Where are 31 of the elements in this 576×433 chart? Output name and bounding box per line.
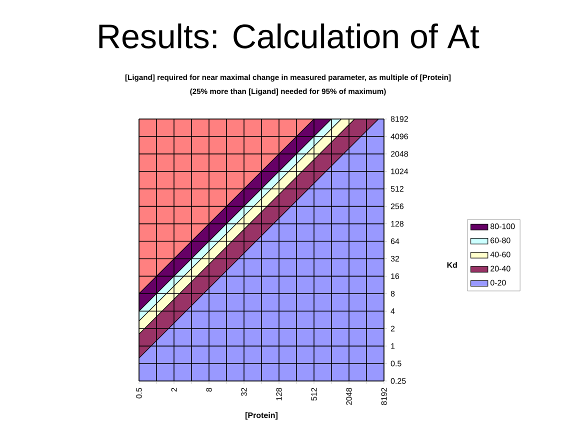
y-tick-label: 4 (390, 308, 395, 314)
chart-title: Results: Calculation of At (99, 24, 480, 48)
y-axis-title: Kd (447, 262, 457, 268)
x-tick-label: 128 (276, 388, 282, 400)
y-tick-label: 2 (390, 326, 395, 332)
x-tick-label: 2048 (346, 388, 352, 405)
y-tick-label: 128 (391, 220, 404, 227)
legend-label: 20-40 (490, 266, 510, 272)
x-tick-label: 32 (241, 388, 247, 396)
y-tick-label: 256 (390, 204, 404, 210)
legend-label: 40-60 (490, 252, 510, 258)
x-axis-title: [Protein] (246, 412, 278, 420)
x-tick-label: 0.5 (136, 388, 142, 398)
y-tick-label: 1024 (391, 168, 408, 174)
y-tick-label: 64 (390, 238, 400, 244)
legend-label: 0-20 (490, 280, 506, 286)
x-tick-label: 8 (206, 388, 212, 392)
y-tick-label: 1 (391, 343, 395, 349)
y-tick-label: 512 (390, 186, 404, 192)
y-tick-label: 4096 (390, 134, 408, 140)
x-tick-label: 2 (171, 388, 177, 392)
x-tick-label: 512 (311, 388, 317, 401)
y-tick-label: 0.5 (390, 360, 402, 366)
legend-label: 80-100 (490, 224, 515, 230)
y-tick-label: 8192 (390, 116, 408, 122)
y-tick-label: 0.25 (390, 378, 406, 384)
y-tick-label: 32 (390, 256, 400, 262)
y-tick-label: 2048 (390, 151, 408, 157)
y-tick-label: 8 (390, 290, 395, 296)
y-tick-label: 16 (391, 273, 400, 280)
legend-label: 60-80 (490, 238, 510, 244)
